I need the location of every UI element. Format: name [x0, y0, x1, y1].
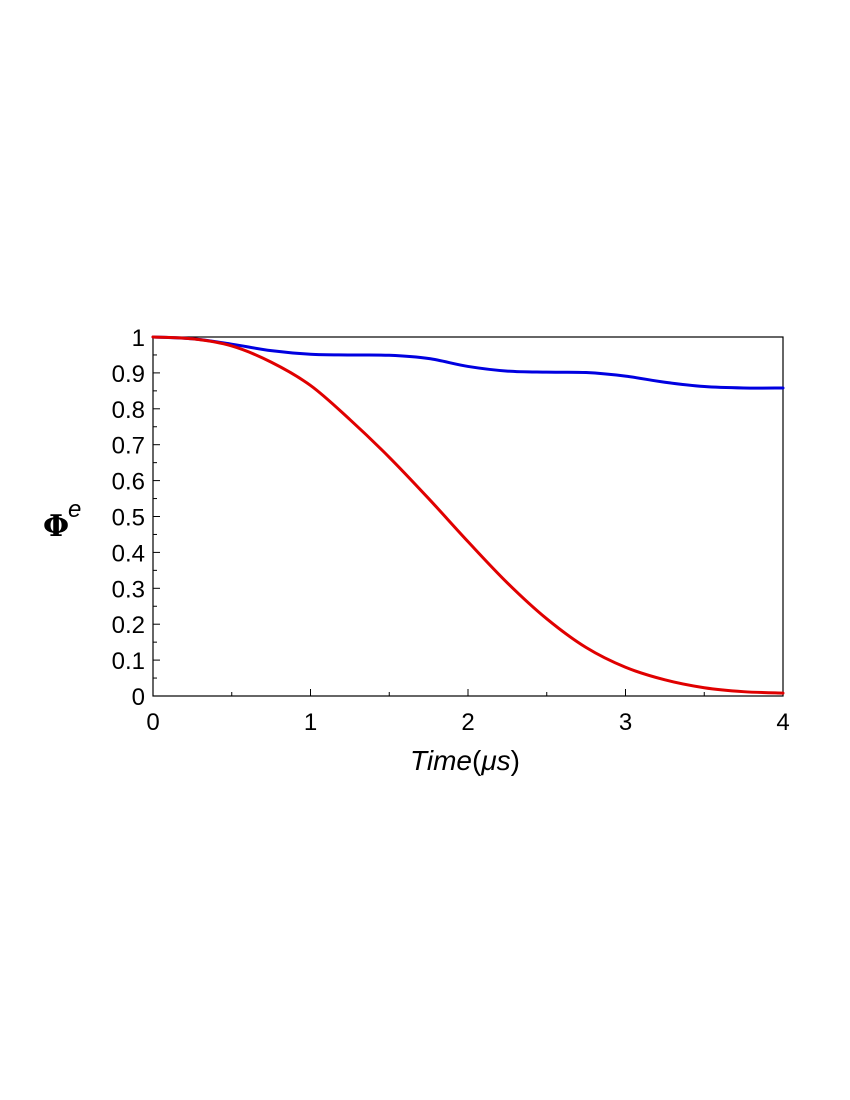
- y-tick-label: 0.9: [112, 361, 145, 388]
- x-tick-label: 0: [146, 709, 159, 736]
- x-axis-title: Time(μs): [410, 745, 520, 776]
- x-axis-title-unit: μs: [480, 745, 510, 776]
- x-tick-label: 2: [461, 709, 474, 736]
- y-axis-symbol: Φ: [43, 509, 69, 544]
- y-tick-label: 0.6: [112, 469, 145, 496]
- y-tick-label: 0.4: [112, 540, 145, 567]
- x-tick-label: 4: [776, 709, 789, 736]
- y-axis-superscript: e: [68, 496, 81, 523]
- y-tick-label: 1: [132, 325, 145, 352]
- y-tick-label: 0.5: [112, 505, 145, 532]
- series-layer: [151, 335, 785, 695]
- y-tick-label: 0.3: [112, 576, 145, 603]
- y-axis-ticks: 0 0.1 0.2 0.3 0.4 0.5 0.6 0.7 0.8 0.9 1: [112, 325, 160, 711]
- y-tick-label: 0.1: [112, 648, 145, 675]
- series-line-1: [151, 335, 785, 390]
- y-tick-label: 0: [132, 684, 145, 711]
- x-axis-title-close-paren: ): [511, 745, 520, 776]
- x-axis-title-open-paren: (: [472, 745, 482, 776]
- y-tick-label: 0.7: [112, 433, 145, 460]
- y-tick-label: 0.8: [112, 397, 145, 424]
- y-tick-label: 0.2: [112, 612, 145, 639]
- x-axis-title-main: Time: [410, 745, 472, 776]
- plot-frame: [152, 336, 784, 697]
- x-axis-ticks: 0 1 2 3 4: [146, 689, 790, 736]
- x-tick-label: 3: [619, 709, 632, 736]
- series-line-2: [151, 335, 785, 695]
- x-tick-label: 1: [304, 709, 317, 736]
